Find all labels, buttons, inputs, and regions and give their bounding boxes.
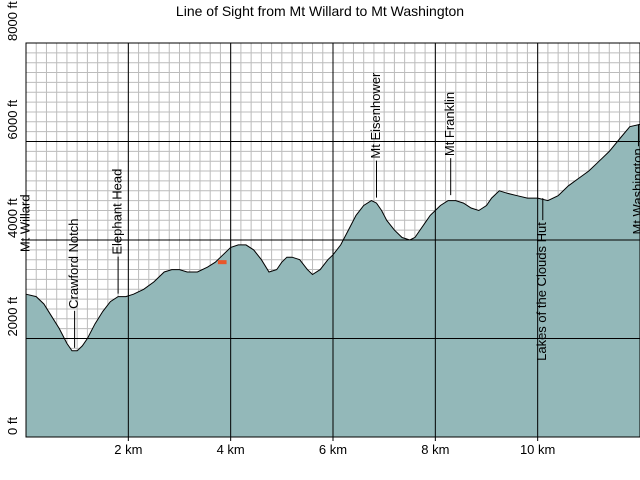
landmark-label: Mt Eisenhower [368, 72, 383, 159]
x-tick-label: 8 km [421, 442, 449, 457]
landmark-label: Lakes of the Clouds Hut [534, 222, 549, 361]
landmark: Lakes of the Clouds Hut [534, 198, 549, 361]
x-tick-label: 2 km [114, 442, 142, 457]
x-tick-label: 6 km [319, 442, 347, 457]
landmark-label: Mt Franklin [442, 92, 457, 156]
landmark-label: Mt Washington [630, 148, 640, 234]
landmark: Mt Washington [630, 124, 640, 234]
landmarks: Mt Willard Crawford Notch Elephant Head Mt … [17, 72, 640, 361]
y-tick-label: 6000 ft [5, 99, 20, 139]
axes: 2 km 4 km 6 km 8 km 10 km 0 ft 2000 ft 4000 ft 6… [5, 1, 640, 457]
terrain-profile-line [25, 123, 640, 352]
landmark: Elephant Head [110, 169, 125, 294]
y-tick-label: 4000 ft [5, 198, 20, 238]
x-tick-label: 10 km [520, 442, 555, 457]
landmark-label: Crawford Notch [66, 219, 81, 309]
landmark-label: Elephant Head [110, 169, 125, 255]
chart-title: Line of Sight from Mt Willard to Mt Wash… [175, 3, 465, 19]
x-tick-label: 4 km [217, 442, 245, 457]
landmark-label: Mt Willard [17, 194, 32, 252]
y-tick-label: 0 ft [5, 417, 20, 435]
y-tick-label: 2000 ft [5, 296, 20, 336]
y-tick-label: 8000 ft [5, 1, 20, 41]
landmark: Crawford Notch [66, 219, 81, 348]
landmark: Mt Franklin [442, 92, 457, 196]
landmark: Mt Eisenhower [368, 72, 383, 198]
